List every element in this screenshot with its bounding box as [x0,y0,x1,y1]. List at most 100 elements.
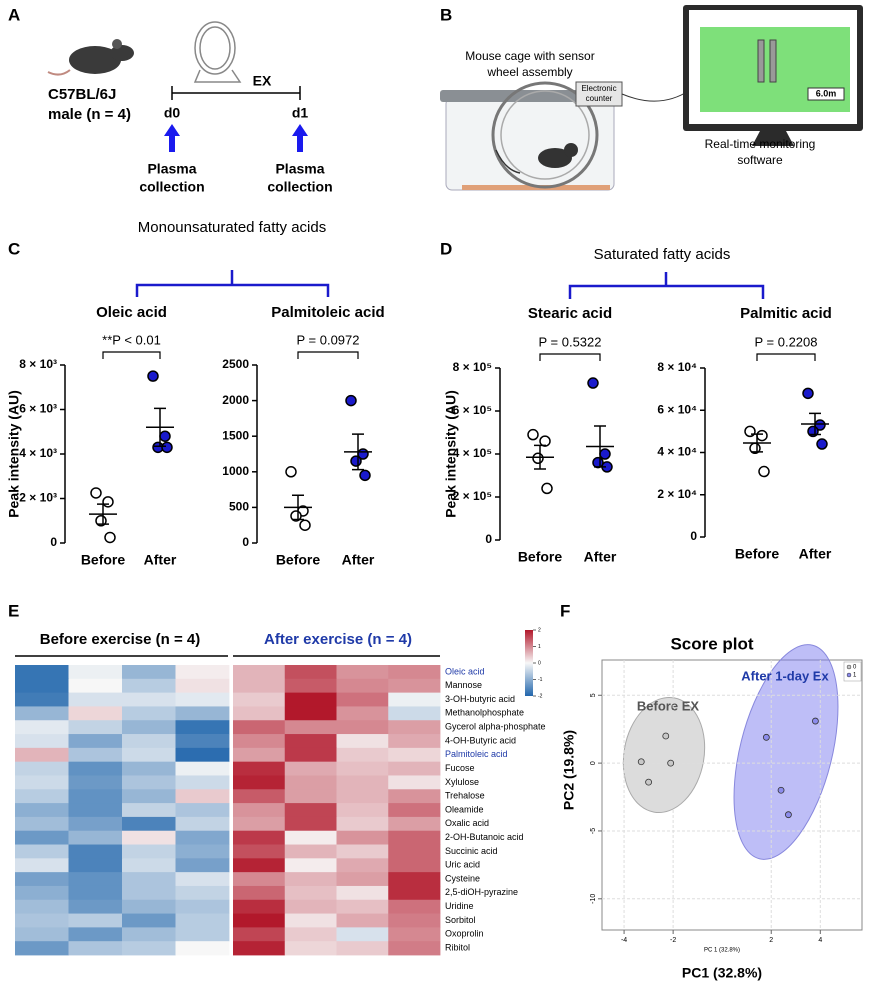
row-label: Oxoprolin [445,929,484,939]
annotation: **P < 0.01 [102,332,161,347]
heatmap-cell [233,706,286,721]
heatmap-cell [122,913,176,928]
mouse-ear [112,39,122,49]
legend-label: 1 [853,673,857,679]
heatmap-cell [175,775,230,790]
data-point [744,425,756,438]
heatmap-cell [68,899,123,914]
heatmap-cell [388,775,441,790]
data-point [299,519,311,531]
y-tick-label: 0 [242,535,249,549]
x-tick-label: 2 [769,937,773,944]
annotation: P = 0.0972 [296,332,359,347]
heatmap-cell [336,858,389,873]
heatmap-cell [336,872,389,887]
heatmap-cell [122,885,176,901]
heatmap-cell [388,734,441,749]
panel-label: F [560,601,570,620]
heatmap-cell [388,844,441,859]
heatmap-cell [68,789,123,804]
heatmap-cell [175,761,230,776]
colorbar [525,630,533,696]
data-point [90,487,102,499]
group-title: Monounsaturated fatty acids [138,219,326,236]
heatmap-cell [336,747,389,763]
heatmap-header: Before exercise (n = 4) [40,631,201,648]
row-label: Uric acid [445,860,480,870]
significance-bracket [102,351,161,359]
heatmap-cell [175,872,230,887]
error-bar [751,433,763,453]
mouse-head [110,45,134,61]
legend-swatch [846,664,852,670]
heatmap-cell [175,734,230,749]
screen-bar [769,39,777,83]
heatmap-cell [122,678,176,694]
legend-swatch [846,672,852,678]
group-bracket [568,272,765,299]
y-tick-label: 0 [50,535,57,549]
error-bar [809,412,821,436]
heatmap-cell [336,775,389,790]
x-tick-label: 4 [818,937,822,944]
heatmap-cell [284,734,337,749]
heatmap-cell [122,830,176,845]
row-label: Oxalic acid [445,818,489,828]
chart-title: Stearic acid [528,305,612,322]
heatmap-cell [122,761,176,776]
confidence-ellipse [733,644,839,860]
heatmap-cell [336,692,389,707]
heatmap-cell [388,720,441,735]
y-tick-label: 4 × 10⁴ [657,445,697,459]
heatmap-cell [233,789,286,804]
cage-label: wheel assembly [486,65,572,79]
plot-title: Score plot [670,634,753,653]
heatmap-cell [15,885,69,901]
data-point [147,370,159,382]
heatmap-cell [336,761,389,776]
heatmap-cell [336,913,389,928]
panel-label: E [8,601,19,620]
data-point [756,429,768,442]
heatmap-cell [15,720,69,735]
heatmap-cell [336,816,389,832]
heatmap-cell [233,844,286,859]
heatmap-cell [388,913,441,928]
y-tick-label: 2000 [222,393,249,407]
annotation: P = 0.5322 [538,334,601,349]
heatmap-cell [15,706,69,721]
heatmap-cell [388,678,441,694]
heatmap-cell [233,885,286,901]
wheel-icon [193,21,242,83]
screen-bar [757,39,765,83]
counter-label: counter [586,94,613,103]
heatmap-cell [388,816,441,832]
row-label: Palmitoleic acid [445,749,508,759]
group-label: After 1-day Ex [741,668,829,683]
heatmap-cell [284,913,337,928]
row-label: 4-OH-Butyric acid [445,735,516,745]
counter-label: Electronic [581,84,616,93]
heatmap-cell [68,734,123,749]
heatmap-cell [15,678,69,694]
heatmap-cell [175,913,230,928]
heatmap-cell [284,747,337,763]
heatmap-cell [122,775,176,790]
heatmap-cell [175,830,230,845]
heatmap-cell [175,941,230,956]
heatmap-cell [15,899,69,914]
heatmap-cell [68,775,123,790]
strain: C57BL/6J [48,86,116,103]
data-point [527,428,539,441]
y-tick-label: 6 × 10⁴ [657,402,697,416]
row-label: Methanolphosphate [445,708,524,718]
heatmap-cell [336,941,389,956]
heatmap-cell [388,927,441,942]
heatmap-cell [175,678,230,694]
heatmap-cell [15,913,69,928]
heatmap-cell [388,803,441,818]
heatmap-header: After exercise (n = 4) [264,631,412,648]
day-label: d0 [164,105,181,121]
heatmap-cell [284,844,337,859]
